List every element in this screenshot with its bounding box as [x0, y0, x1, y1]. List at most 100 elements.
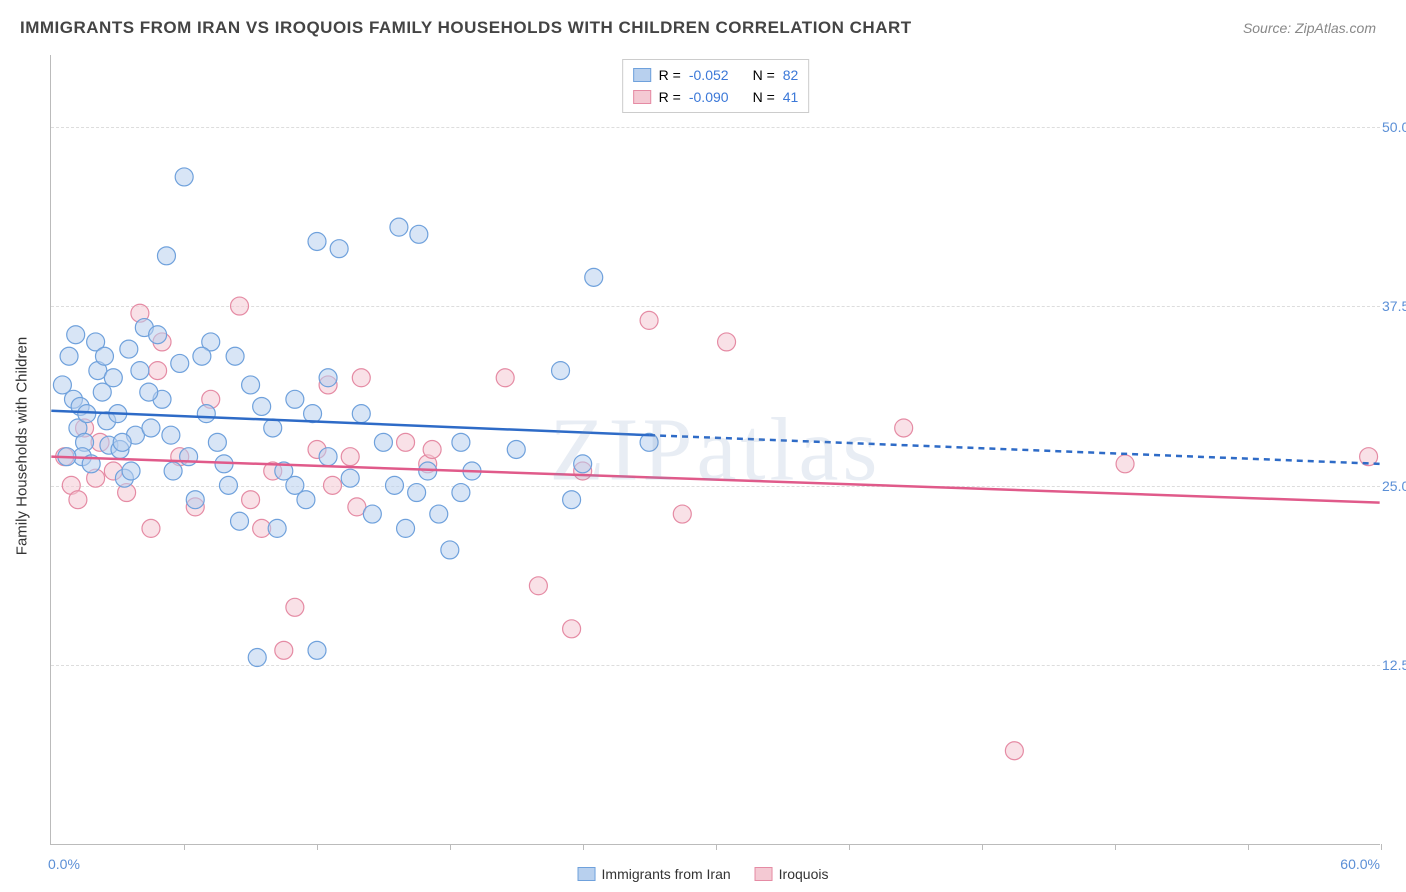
data-point	[1116, 455, 1134, 473]
data-point	[219, 476, 237, 494]
data-point	[319, 448, 337, 466]
data-point	[197, 405, 215, 423]
ytick-label: 37.5%	[1382, 298, 1406, 314]
data-point	[264, 419, 282, 437]
data-point	[113, 433, 131, 451]
data-point	[149, 326, 167, 344]
data-point	[60, 347, 78, 365]
data-point	[718, 333, 736, 351]
data-point	[142, 419, 160, 437]
data-point	[640, 311, 658, 329]
x-axis-min-label: 0.0%	[48, 856, 80, 872]
data-point	[104, 369, 122, 387]
r-label: R =	[659, 64, 681, 86]
data-point	[286, 390, 304, 408]
chart-title: IMMIGRANTS FROM IRAN VS IROQUOIS FAMILY …	[20, 18, 912, 38]
data-point	[410, 225, 428, 243]
xtick	[849, 844, 850, 850]
data-point	[563, 491, 581, 509]
xtick	[184, 844, 185, 850]
data-point	[120, 340, 138, 358]
data-point	[496, 369, 514, 387]
data-point	[507, 441, 525, 459]
data-point	[208, 433, 226, 451]
data-point	[268, 519, 286, 537]
n-label: N =	[753, 64, 775, 86]
swatch-series2-icon	[633, 90, 651, 104]
data-point	[441, 541, 459, 559]
data-point	[423, 441, 441, 459]
x-axis-max-label: 60.0%	[1340, 856, 1380, 872]
data-point	[585, 268, 603, 286]
data-point	[308, 641, 326, 659]
data-point	[563, 620, 581, 638]
data-point	[253, 397, 271, 415]
data-point	[390, 218, 408, 236]
data-point	[175, 168, 193, 186]
data-point	[673, 505, 691, 523]
data-point	[308, 233, 326, 251]
data-point	[193, 347, 211, 365]
legend-label: Immigrants from Iran	[602, 866, 731, 882]
data-point	[397, 433, 415, 451]
scatter-svg	[51, 55, 1380, 844]
data-point	[352, 369, 370, 387]
y-axis-label: Family Households with Children	[14, 337, 31, 555]
data-point	[297, 491, 315, 509]
data-point	[231, 297, 249, 315]
data-point	[324, 476, 342, 494]
xtick	[1381, 844, 1382, 850]
data-point	[529, 577, 547, 595]
r-value: -0.090	[689, 86, 729, 108]
n-label: N =	[753, 86, 775, 108]
ytick-label: 12.5%	[1382, 657, 1406, 673]
xtick	[583, 844, 584, 850]
n-value: 82	[783, 64, 799, 86]
data-point	[341, 448, 359, 466]
xtick	[317, 844, 318, 850]
xtick	[716, 844, 717, 850]
data-point	[248, 649, 266, 667]
chart-plot-area: R = -0.052 N = 82 R = -0.090 N = 41 ZIPa…	[50, 55, 1380, 845]
data-point	[131, 362, 149, 380]
xtick	[450, 844, 451, 850]
data-point	[363, 505, 381, 523]
data-point	[330, 240, 348, 258]
data-point	[286, 598, 304, 616]
data-point	[552, 362, 570, 380]
data-point	[140, 383, 158, 401]
data-point	[275, 641, 293, 659]
data-point	[408, 484, 426, 502]
data-point	[164, 462, 182, 480]
data-point	[69, 491, 87, 509]
swatch-series2-icon	[755, 867, 773, 881]
data-point	[397, 519, 415, 537]
data-point	[895, 419, 913, 437]
data-point	[574, 455, 592, 473]
source-label: Source: ZipAtlas.com	[1243, 20, 1376, 36]
legend-item-series2: Iroquois	[755, 866, 829, 882]
ytick-label: 50.0%	[1382, 119, 1406, 135]
data-point	[430, 505, 448, 523]
swatch-series1-icon	[578, 867, 596, 881]
legend-row-series2: R = -0.090 N = 41	[633, 86, 799, 108]
regression-line	[649, 435, 1380, 464]
data-point	[452, 433, 470, 451]
r-value: -0.052	[689, 64, 729, 86]
data-point	[452, 484, 470, 502]
data-point	[122, 462, 140, 480]
legend-correlation: R = -0.052 N = 82 R = -0.090 N = 41	[622, 59, 810, 113]
data-point	[67, 326, 85, 344]
data-point	[171, 354, 189, 372]
data-point	[149, 362, 167, 380]
data-point	[142, 519, 160, 537]
data-point	[180, 448, 198, 466]
data-point	[242, 491, 260, 509]
data-point	[1005, 742, 1023, 760]
xtick	[982, 844, 983, 850]
legend-row-series1: R = -0.052 N = 82	[633, 64, 799, 86]
data-point	[386, 476, 404, 494]
data-point	[352, 405, 370, 423]
data-point	[186, 491, 204, 509]
data-point	[162, 426, 180, 444]
